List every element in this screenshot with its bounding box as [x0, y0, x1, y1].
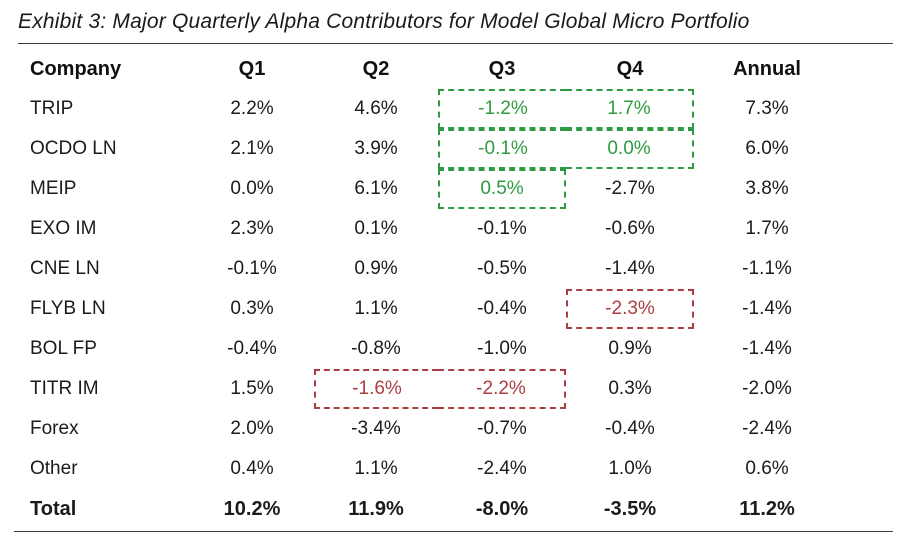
- cell: 0.9%: [608, 338, 652, 359]
- column-header-q3: Q3: [488, 57, 516, 80]
- highlighted-cell: 1.7%: [566, 89, 694, 129]
- table-row: Other 0.4% 1.1% -2.4% 1.0% 0.6%: [14, 449, 840, 489]
- highlighted-cell: -1.2%: [438, 89, 566, 129]
- total-cell: -3.5%: [603, 497, 657, 520]
- cell: 1.7%: [745, 218, 789, 239]
- table-row: MEIP 0.0% 6.1% 0.5% -2.7% 3.8%: [14, 169, 840, 209]
- cell: -2.4%: [477, 458, 527, 479]
- highlighted-cell: 0.0%: [566, 129, 694, 169]
- cell: 4.6%: [354, 98, 398, 119]
- cell: 0.3%: [608, 378, 652, 399]
- cell: 3.9%: [354, 138, 398, 159]
- cell: -2.0%: [742, 378, 792, 399]
- cell: -2.7%: [605, 178, 655, 199]
- cell: -1.4%: [742, 338, 792, 359]
- cell: -0.4%: [227, 338, 277, 359]
- cell: 1.5%: [230, 378, 274, 399]
- cell: 0.4%: [230, 458, 274, 479]
- cell: 0.0%: [230, 178, 274, 199]
- column-header-q2: Q2: [362, 57, 390, 80]
- total-cell: -8.0%: [475, 497, 529, 520]
- cell: -0.8%: [351, 338, 401, 359]
- total-cell: 10.2%: [223, 497, 281, 520]
- table-row: TITR IM 1.5% -1.6% -2.2% 0.3% -2.0%: [14, 369, 840, 409]
- highlighted-cell: -2.3%: [566, 289, 694, 329]
- cell: -2.4%: [742, 418, 792, 439]
- highlighted-cell: 0.5%: [438, 169, 566, 209]
- header-row: Company Q1 Q2 Q3 Q4 Annual: [14, 49, 840, 89]
- total-label: Total: [30, 497, 77, 520]
- cell: -1.0%: [477, 338, 527, 359]
- cell: -3.4%: [351, 418, 401, 439]
- cell: -1.4%: [605, 258, 655, 279]
- company-cell: BOL FP: [30, 338, 97, 359]
- cell: -0.7%: [477, 418, 527, 439]
- table-row: OCDO LN 2.1% 3.9% -0.1% 0.0% 6.0%: [14, 129, 840, 169]
- company-cell: MEIP: [30, 178, 77, 199]
- cell: 2.2%: [230, 98, 274, 119]
- cell: 7.3%: [745, 98, 789, 119]
- cell: 1.0%: [608, 458, 652, 479]
- cell: 0.9%: [354, 258, 398, 279]
- cell: -0.1%: [227, 258, 277, 279]
- cell: -0.4%: [605, 418, 655, 439]
- total-row: Total 10.2% 11.9% -8.0% -3.5% 11.2%: [14, 489, 840, 529]
- column-header-q1: Q1: [238, 57, 266, 80]
- cell: 0.3%: [230, 298, 274, 319]
- column-header-company: Company: [30, 57, 122, 80]
- company-cell: TRIP: [30, 98, 74, 119]
- cell: 1.1%: [354, 458, 398, 479]
- total-cell: 11.2%: [739, 497, 795, 520]
- cell: 2.0%: [230, 418, 274, 439]
- cell: 6.1%: [354, 178, 398, 199]
- highlighted-cell: -2.2%: [438, 369, 566, 409]
- cell: 2.1%: [230, 138, 274, 159]
- company-cell: FLYB LN: [30, 298, 106, 319]
- company-cell: TITR IM: [30, 378, 99, 399]
- cell: -1.4%: [742, 298, 792, 319]
- column-header-annual: Annual: [733, 57, 801, 80]
- table-row: TRIP 2.2% 4.6% -1.2% 1.7% 7.3%: [14, 89, 840, 129]
- total-cell: 11.9%: [348, 497, 404, 520]
- company-cell: EXO IM: [30, 218, 97, 239]
- cell: -0.6%: [605, 218, 655, 239]
- cell: 0.1%: [354, 218, 398, 239]
- cell: 1.1%: [354, 298, 398, 319]
- cell: 0.6%: [745, 458, 789, 479]
- table-row: CNE LN -0.1% 0.9% -0.5% -1.4% -1.1%: [14, 249, 840, 289]
- highlighted-cell: -0.1%: [438, 129, 566, 169]
- cell: 2.3%: [230, 218, 274, 239]
- cell: -0.5%: [477, 258, 527, 279]
- company-cell: OCDO LN: [30, 138, 117, 159]
- cell: -0.4%: [477, 298, 527, 319]
- cell: 3.8%: [745, 178, 789, 199]
- table-row: FLYB LN 0.3% 1.1% -0.4% -2.3% -1.4%: [14, 289, 840, 329]
- highlighted-cell: -1.6%: [314, 369, 438, 409]
- alpha-contributors-table: Company Q1 Q2 Q3 Q4 Annual TRIP 2.2% 4.6…: [14, 49, 840, 529]
- cell: -0.1%: [477, 218, 527, 239]
- table-row: Forex 2.0% -3.4% -0.7% -0.4% -2.4%: [14, 409, 840, 449]
- bottom-divider: [14, 531, 893, 532]
- cell: 6.0%: [745, 138, 789, 159]
- table-row: BOL FP -0.4% -0.8% -1.0% 0.9% -1.4%: [14, 329, 840, 369]
- exhibit-title: Exhibit 3: Major Quarterly Alpha Contrib…: [18, 10, 750, 33]
- cell: -1.1%: [742, 258, 792, 279]
- title-divider: [18, 43, 893, 44]
- table-row: EXO IM 2.3% 0.1% -0.1% -0.6% 1.7%: [14, 209, 840, 249]
- column-header-q4: Q4: [616, 57, 644, 80]
- company-cell: Other: [30, 458, 78, 479]
- company-cell: Forex: [30, 418, 79, 439]
- company-cell: CNE LN: [30, 258, 100, 279]
